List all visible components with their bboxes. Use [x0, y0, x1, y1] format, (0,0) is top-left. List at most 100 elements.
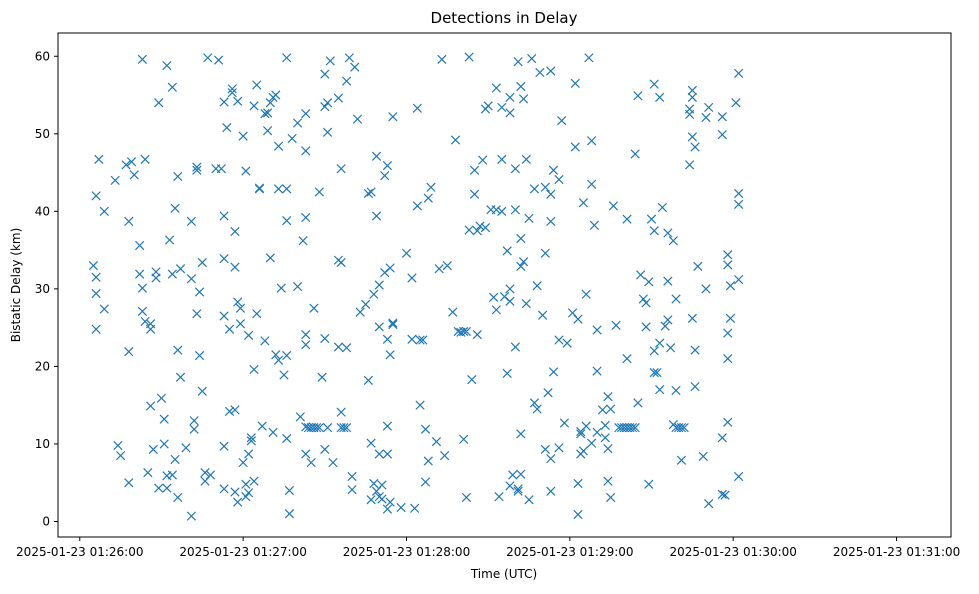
data-point: [488, 292, 499, 303]
data-point: [301, 212, 311, 223]
data-point: [154, 98, 164, 108]
data-point: [219, 254, 229, 264]
data-point: [636, 270, 646, 280]
data-point: [254, 184, 265, 194]
data-point: [243, 488, 254, 498]
data-point: [600, 420, 610, 430]
data-point: [655, 92, 665, 102]
data-point: [385, 497, 395, 507]
data-point: [385, 263, 395, 273]
data-point: [322, 98, 333, 108]
data-point: [524, 495, 534, 505]
data-point: [510, 342, 521, 352]
data-point: [265, 253, 275, 263]
data-point: [129, 170, 139, 180]
data-point: [516, 233, 526, 244]
data-point: [646, 214, 657, 224]
data-point: [265, 98, 275, 108]
data-point: [603, 476, 613, 486]
data-point: [638, 294, 648, 304]
data-point: [529, 184, 540, 194]
data-point: [336, 164, 346, 174]
data-point: [516, 261, 526, 272]
data-point: [173, 492, 183, 503]
data-point: [510, 164, 521, 174]
data-point: [412, 103, 423, 113]
data-point: [341, 76, 352, 86]
data-point: [546, 216, 556, 227]
data-point: [562, 338, 572, 348]
x-tick-label: 2025-01-23 01:29:00: [506, 545, 633, 559]
data-point: [369, 289, 379, 299]
data-point: [633, 398, 643, 408]
data-point: [734, 188, 744, 199]
data-point: [535, 67, 545, 78]
data-point: [328, 457, 338, 468]
data-point: [423, 193, 433, 203]
data-point: [374, 322, 384, 332]
data-point: [734, 471, 744, 482]
data-point: [145, 324, 156, 334]
data-point: [586, 438, 597, 448]
y-tick-label: 0: [42, 514, 50, 528]
data-point: [431, 437, 442, 447]
data-point: [162, 60, 172, 71]
data-point: [124, 216, 134, 227]
data-point: [554, 335, 564, 345]
data-point: [464, 52, 474, 62]
data-point: [273, 184, 284, 194]
data-point: [532, 404, 542, 414]
data-point: [586, 136, 597, 146]
data-point: [676, 423, 687, 433]
x-axis-label: Time (UTC): [470, 567, 537, 581]
data-point: [317, 372, 327, 382]
data-point: [186, 274, 197, 284]
data-point: [518, 94, 529, 104]
data-point: [301, 340, 311, 350]
data-point: [521, 154, 531, 165]
data-point: [388, 112, 398, 122]
data-point: [668, 236, 678, 246]
data-point: [320, 69, 330, 79]
data-point: [461, 326, 472, 337]
data-point: [717, 112, 727, 122]
data-point: [426, 182, 436, 192]
data-point: [734, 68, 744, 78]
data-point: [687, 313, 697, 323]
data-point: [685, 160, 695, 170]
data-point: [249, 476, 259, 486]
data-point: [347, 485, 357, 495]
data-point: [382, 449, 393, 459]
data-point: [145, 401, 156, 411]
data-point: [374, 449, 384, 459]
data-point: [197, 257, 207, 268]
data-point: [369, 478, 379, 489]
data-point: [192, 309, 202, 319]
data-point: [497, 206, 507, 216]
data-point: [516, 469, 526, 479]
data-point: [222, 122, 232, 133]
data-point: [235, 319, 246, 329]
data-point: [382, 421, 393, 431]
data-point: [91, 288, 101, 299]
data-point: [554, 443, 564, 453]
data-point: [385, 350, 395, 360]
data-point: [194, 350, 205, 361]
data-point: [701, 112, 711, 123]
data-point: [513, 57, 523, 67]
data-point: [336, 257, 346, 268]
data-point: [491, 83, 501, 93]
data-point: [279, 370, 289, 380]
data-point: [159, 414, 169, 424]
data-point: [320, 333, 330, 344]
data-point: [167, 82, 177, 92]
data-point: [214, 55, 224, 65]
data-point: [641, 322, 651, 332]
data-point: [306, 457, 316, 468]
data-point: [448, 307, 458, 317]
data-point: [263, 108, 273, 118]
data-point: [540, 248, 550, 258]
data-point: [437, 54, 447, 64]
y-axis-label: Bistatic Delay (km): [9, 228, 23, 343]
data-point: [219, 484, 229, 494]
